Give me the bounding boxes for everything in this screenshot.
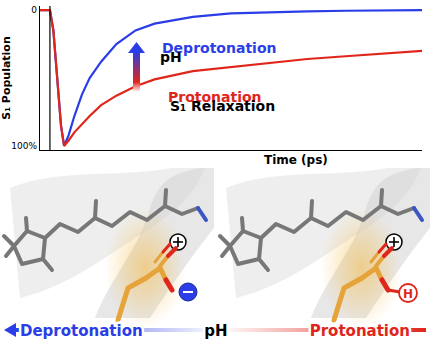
svg-text:pH: pH xyxy=(204,322,227,340)
svg-text:pH: pH xyxy=(160,49,182,65)
svg-text:Protonation: Protonation xyxy=(168,89,262,105)
svg-text:Deprotonation: Deprotonation xyxy=(20,322,143,340)
svg-text:S₁ Relaxation: S₁ Relaxation xyxy=(170,98,275,114)
svg-text:Time (ps): Time (ps) xyxy=(264,153,328,167)
svg-text:Deprotonation: Deprotonation xyxy=(162,40,276,56)
svg-text:S₁ Population: S₁ Population xyxy=(0,36,13,120)
svg-text:Protonation: Protonation xyxy=(310,322,410,340)
svg-text:H: H xyxy=(403,287,413,301)
svg-text:100%: 100% xyxy=(11,141,37,151)
svg-text:0: 0 xyxy=(31,5,37,15)
